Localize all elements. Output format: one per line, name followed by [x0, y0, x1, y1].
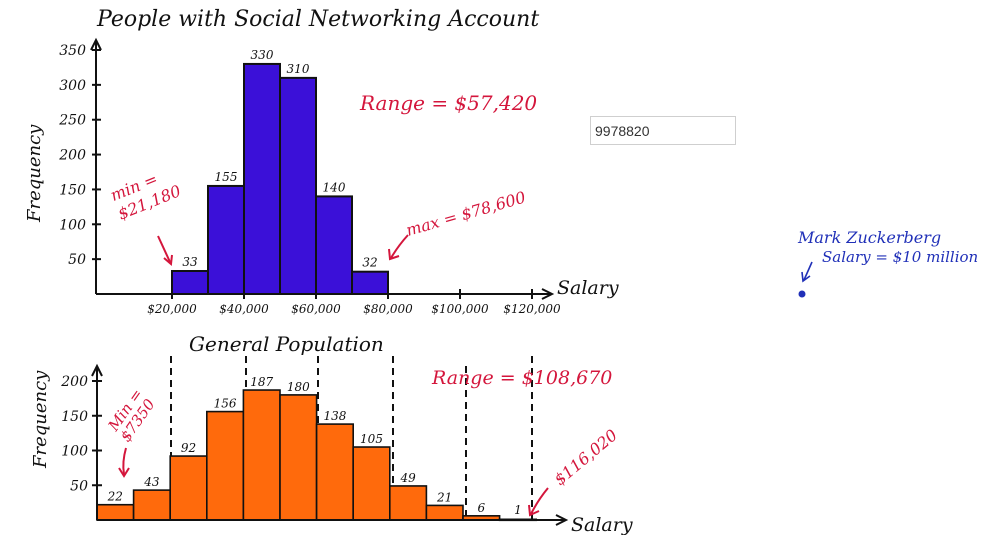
value-input[interactable]: 9978820 [590, 116, 736, 145]
top-bar-label: 155 [215, 170, 238, 184]
bottom-range-annotation: Range = $108,670 [431, 367, 612, 389]
top-bar [244, 64, 280, 294]
bottom-max-value: $116,020 [550, 425, 621, 489]
top-x-tick-label: $100,000 [431, 302, 489, 316]
bottom-y-tick-label: 150 [61, 409, 88, 425]
top-bar [208, 186, 244, 294]
top-bar-label: 140 [323, 180, 346, 194]
top-x-axis-label: Salary [557, 277, 619, 299]
top-y-tick-label: 350 [59, 43, 86, 59]
top-bar-label: 310 [287, 62, 310, 76]
bottom-bar-label: 22 [107, 490, 123, 504]
top-bar-label: 330 [251, 48, 274, 62]
top-y-tick-label: 200 [58, 148, 86, 164]
side-note-salary: Salary = $10 million [822, 248, 978, 266]
bottom-bar-label: 92 [181, 441, 196, 455]
top-y-tick-label: 50 [68, 252, 86, 268]
top-bar [316, 196, 352, 294]
bottom-bar [390, 486, 427, 520]
bottom-bar-label: 180 [287, 380, 310, 394]
bottom-chart-title: General Population [189, 332, 384, 356]
top-x-tick-label: $20,000 [147, 302, 197, 316]
top-y-tick-label: 250 [58, 113, 86, 129]
side-note-dot [799, 291, 806, 298]
top-max-annotation: max = $78,600 [404, 188, 528, 240]
bottom-y-axis-label: Frequency [30, 370, 51, 469]
bottom-bar [134, 490, 171, 520]
bottom-x-axis-label: Salary [571, 514, 633, 535]
top-max-arrow [391, 235, 408, 258]
top-y-tick-label: 300 [59, 78, 86, 94]
bottom-bar-label: 43 [143, 475, 160, 489]
top-bar [280, 78, 316, 294]
bottom-bar [243, 390, 280, 520]
bottom-bar-label: 156 [214, 397, 237, 411]
bottom-bar [207, 412, 244, 520]
top-x-tick-label: $40,000 [219, 302, 269, 316]
bottom-bar-label: 105 [360, 432, 383, 446]
bottom-bar [353, 447, 390, 520]
top-y-tick-label: 100 [59, 217, 86, 233]
top-chart-title: People with Social Networking Account [96, 7, 539, 32]
top-bar-label: 33 [182, 255, 198, 269]
bottom-bar-label: 49 [399, 471, 416, 485]
top-x-tick-label: $120,000 [503, 302, 561, 316]
side-note-name: Mark Zuckerberg [797, 228, 941, 247]
bottom-bar [317, 424, 354, 520]
bottom-y-tick-label: 50 [70, 478, 88, 494]
bottom-bar-label: 138 [323, 409, 346, 423]
bottom-y-tick-label: 200 [60, 374, 88, 390]
top-bar [352, 272, 388, 294]
top-y-tick-label: 150 [59, 182, 86, 198]
bottom-bar [280, 395, 317, 520]
bottom-bar [170, 456, 207, 520]
bottom-bar-label: 6 [477, 501, 485, 515]
top-x-tick-label: $80,000 [363, 302, 413, 316]
top-bar-label: 32 [362, 256, 377, 270]
bottom-bar [97, 505, 134, 520]
top-x-tick-label: $60,000 [291, 302, 341, 316]
bottom-max-arrow [531, 488, 548, 514]
bottom-min-arrow [123, 448, 126, 474]
top-bar [172, 271, 208, 294]
bottom-bar-label: 1 [514, 503, 522, 517]
bottom-bar-label: 187 [250, 375, 273, 389]
top-y-axis-label: Frequency [24, 124, 45, 223]
bottom-bar-label: 21 [436, 490, 452, 504]
top-range-annotation: Range = $57,420 [359, 91, 537, 115]
bottom-bar [426, 505, 463, 520]
bottom-y-tick-label: 100 [61, 444, 88, 460]
